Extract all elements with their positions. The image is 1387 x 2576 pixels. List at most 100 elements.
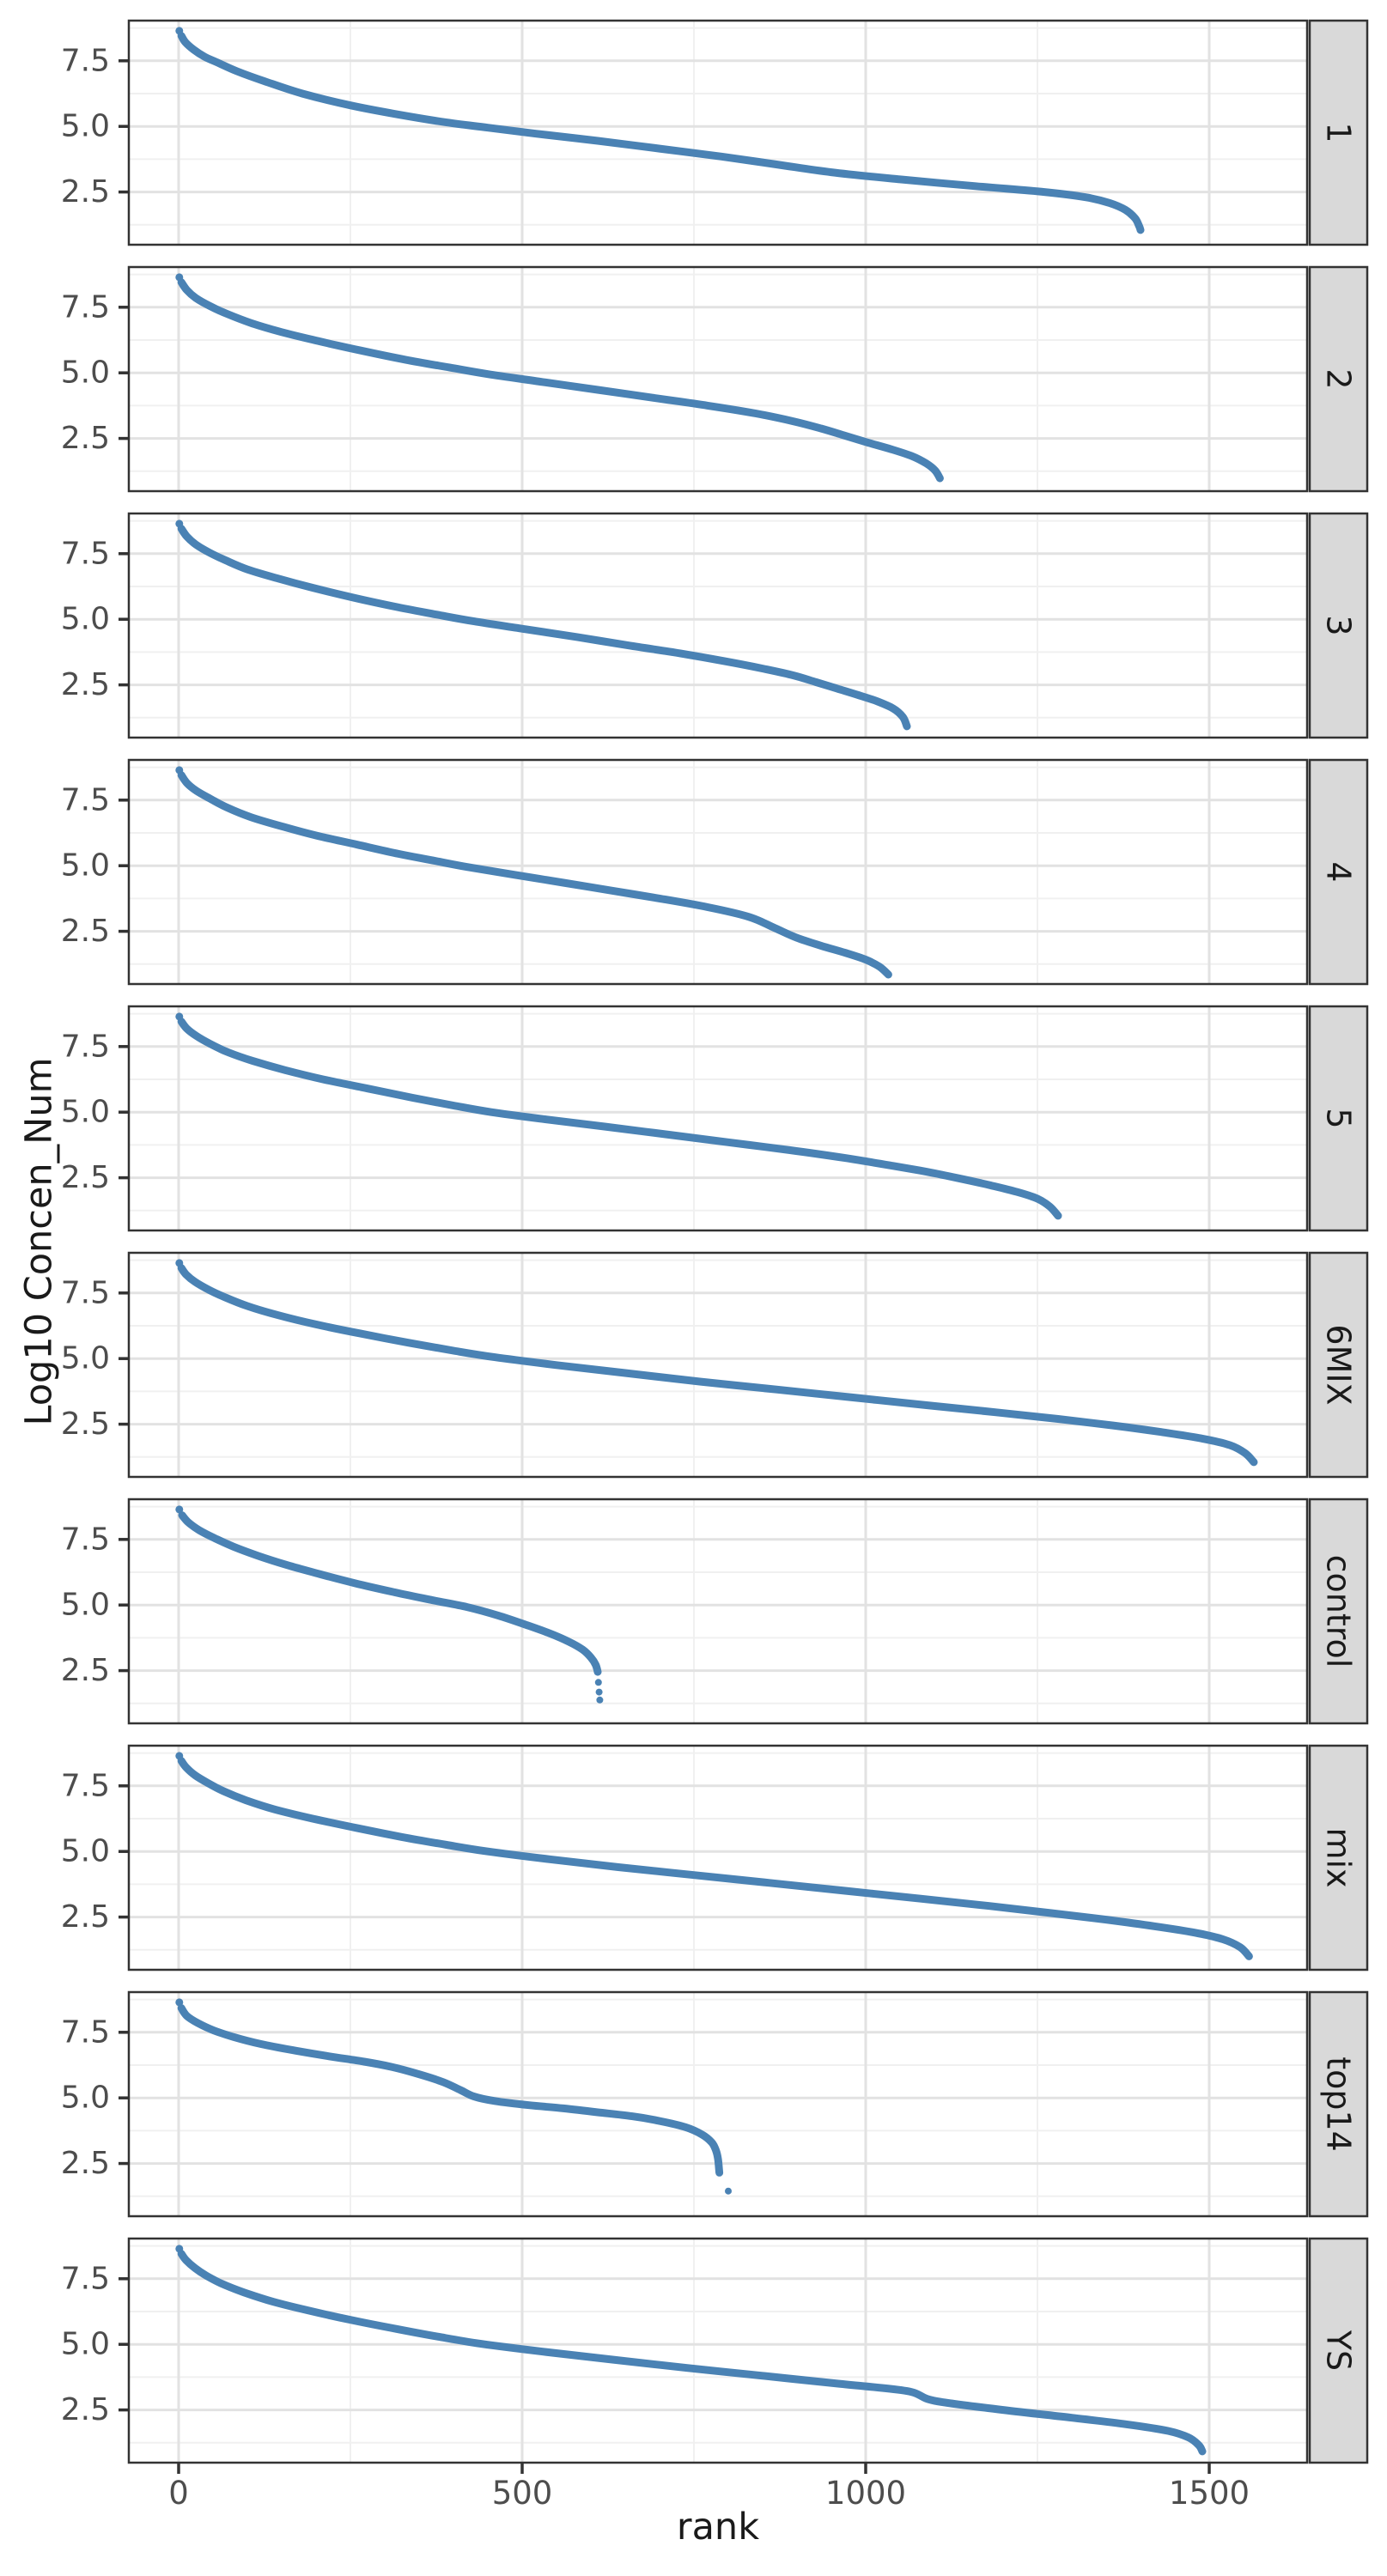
facet-panel-5: 5 2.5 5.0 7.5 — [61, 1005, 1369, 1232]
y-tick-label: 7.5 — [61, 43, 110, 78]
y-tick-label: 2.5 — [61, 667, 110, 702]
panel-border — [127, 1498, 1309, 1725]
y-tick-label: 5.0 — [61, 602, 110, 637]
facet-strip-label: 3 — [1320, 615, 1358, 635]
y-tick-label: 2.5 — [61, 2392, 110, 2427]
y-tick-label: 7.5 — [61, 1768, 110, 1803]
y-tick-label: 5.0 — [61, 2081, 110, 2116]
facet-strip-label: top14 — [1320, 2057, 1358, 2152]
facet-panel-6MIX: 6MIX 2.5 5.0 7.5 — [61, 1251, 1369, 1479]
panel-border — [127, 19, 1309, 246]
y-tick-label: 5.0 — [61, 1341, 110, 1376]
panel-border — [127, 758, 1309, 986]
y-tick-label: 2.5 — [61, 1899, 110, 1935]
y-tick-label: 5.0 — [61, 2327, 110, 2362]
facet-strip-label: 2 — [1320, 368, 1358, 389]
rank-abundance-curve — [177, 2004, 724, 2177]
y-tick-label: 5.0 — [61, 355, 110, 391]
facet-panel-3: 3 2.5 5.0 7.5 — [61, 512, 1369, 739]
rank-abundance-curve — [177, 1757, 1253, 1960]
y-tick-label: 5.0 — [61, 1834, 110, 1869]
facet-panel-4: 4 2.5 5.0 7.5 — [61, 758, 1369, 986]
panel-border — [127, 265, 1309, 493]
facet-strip-label: 1 — [1320, 122, 1358, 143]
y-tick-label: 2.5 — [61, 1160, 110, 1195]
panel-background — [129, 513, 1307, 738]
rank-abundance-curve — [177, 1264, 1258, 1467]
y-tick-label: 7.5 — [61, 2014, 110, 2050]
panel-background — [129, 1746, 1307, 1970]
rank-abundance-curve — [177, 2250, 1207, 2456]
facet-panel-mix: mix 2.5 5.0 7.5 — [61, 1744, 1369, 1971]
facet-strip-label: 6MIX — [1320, 1324, 1358, 1405]
facet-strip — [1308, 1498, 1369, 1725]
panel-border — [127, 1005, 1309, 1232]
y-tick-label: 7.5 — [61, 1275, 110, 1310]
panel-background — [129, 760, 1307, 984]
x-axis: 0 500 1000 1500 — [168, 2463, 1250, 2512]
rank-abundance-curve — [177, 32, 1145, 234]
x-tick-label: 0 — [168, 2475, 189, 2512]
facet-panel-2: 2 2.5 5.0 7.5 — [61, 265, 1369, 493]
facet-strip — [1308, 1744, 1369, 1971]
data-point-outlier — [725, 2187, 732, 2195]
rank-abundance-curve — [177, 1018, 1062, 1220]
y-tick-label: 5.0 — [61, 1095, 110, 1130]
panel-background — [129, 1253, 1307, 1477]
panel-border — [127, 1744, 1309, 1971]
y-axis-title: Log10 Concen_Num — [17, 1057, 61, 1426]
facet-strip-label: control — [1320, 1555, 1358, 1668]
facet-strip — [1308, 1005, 1369, 1232]
rank-abundance-curve — [177, 525, 911, 731]
panel-border — [127, 2237, 1309, 2464]
panel-background — [129, 1006, 1307, 1230]
panel-background — [129, 1499, 1307, 1723]
y-tick-label: 2.5 — [61, 914, 110, 949]
y-tick-label: 7.5 — [61, 1522, 110, 1557]
facet-strip-label: 4 — [1320, 861, 1358, 882]
facet-strip — [1308, 1990, 1369, 2218]
facet-strip — [1308, 2237, 1369, 2464]
y-tick-label: 2.5 — [61, 174, 110, 210]
y-tick-label: 5.0 — [61, 848, 110, 884]
data-point-outlier — [595, 1688, 603, 1696]
data-point-top — [175, 1505, 184, 1514]
x-tick-label: 500 — [492, 2475, 553, 2512]
y-tick-label: 7.5 — [61, 1029, 110, 1064]
panel-border — [127, 512, 1309, 739]
panel-border — [127, 1990, 1309, 2218]
facet-strip-label: 5 — [1320, 1108, 1358, 1128]
panel-background — [129, 1992, 1307, 2216]
data-point-outlier — [594, 1679, 602, 1686]
data-point-outlier — [596, 1696, 604, 1704]
panel-border — [127, 1251, 1309, 1479]
y-tick-label: 7.5 — [61, 2261, 110, 2296]
facet-strip-label: mix — [1320, 1827, 1358, 1887]
x-tick-label: 1500 — [1169, 2475, 1250, 2512]
panel-background — [129, 2239, 1307, 2463]
facet-strip-label: YS — [1320, 2330, 1358, 2371]
y-tick-label: 2.5 — [61, 1406, 110, 1442]
rank-abundance-curve — [178, 1511, 602, 1676]
facet-panel-YS: YS 2.5 5.0 7.5 — [61, 2237, 1369, 2464]
y-tick-label: 2.5 — [61, 421, 110, 456]
y-tick-label: 7.5 — [61, 782, 110, 817]
facet-strip — [1308, 265, 1369, 493]
rank-abundance-curve — [177, 771, 892, 979]
y-tick-label: 2.5 — [61, 1653, 110, 1688]
y-tick-label: 5.0 — [61, 109, 110, 144]
facet-panel-control: control 2.5 5.0 7.5 — [61, 1498, 1369, 1725]
y-tick-label: 5.0 — [61, 1588, 110, 1623]
y-tick-label: 7.5 — [61, 289, 110, 325]
y-tick-label: 2.5 — [61, 2146, 110, 2181]
facet-strip — [1308, 1251, 1369, 1479]
facet-strip — [1308, 758, 1369, 986]
rank-abundance-curve — [177, 278, 944, 483]
x-axis-title: rank — [676, 2506, 760, 2549]
y-tick-label: 7.5 — [61, 536, 110, 571]
facet-strip — [1308, 19, 1369, 246]
facet-strip — [1308, 512, 1369, 739]
facet-panel-1: 1 2.5 5.0 7.5 — [61, 19, 1369, 246]
